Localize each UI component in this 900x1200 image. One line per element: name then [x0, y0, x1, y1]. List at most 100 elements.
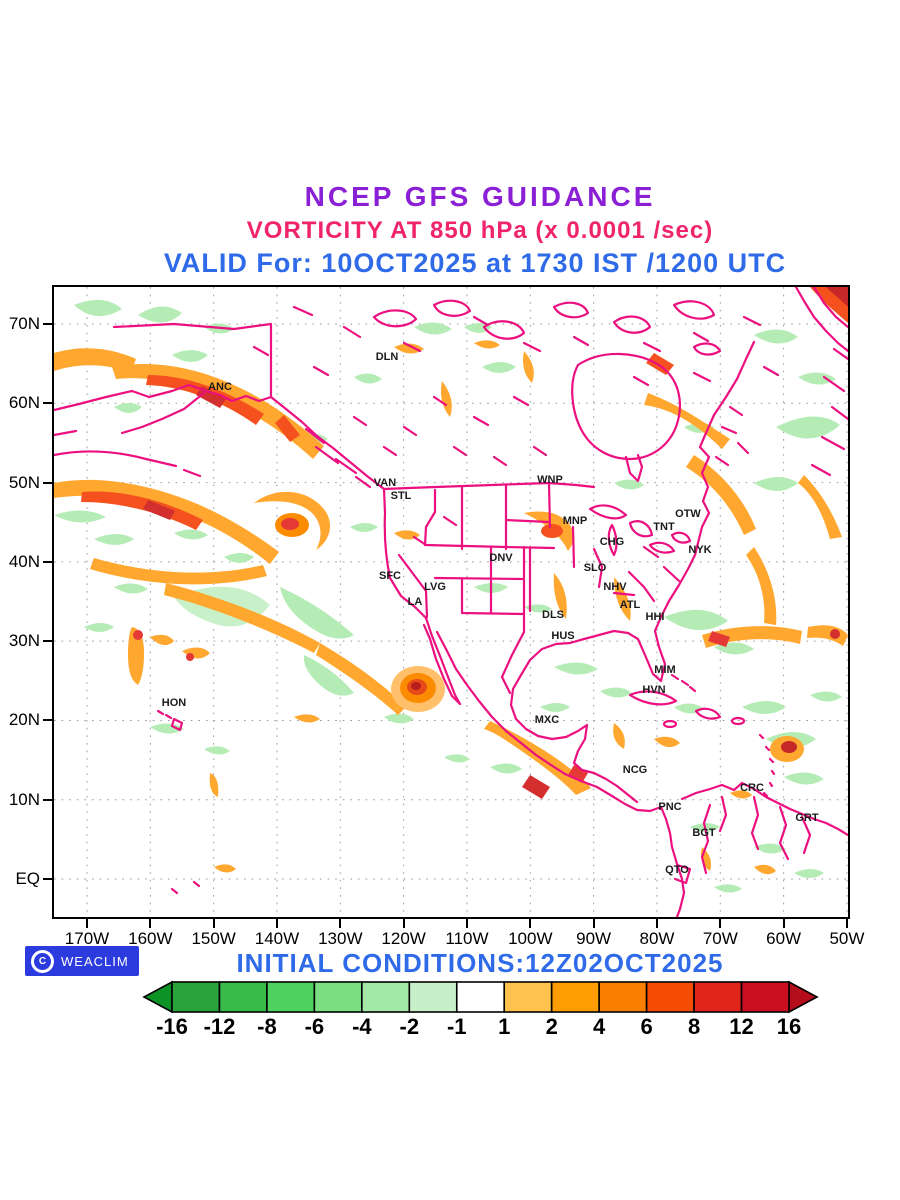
lat-label: 70N — [8, 314, 40, 333]
valid-time-line: VALID For: 10OCT2025 at 1730 IST /1200 U… — [163, 248, 787, 278]
station-label-bgt: BGT — [692, 827, 716, 839]
station-label-grt: GRT — [795, 812, 819, 824]
lat-tick — [43, 402, 52, 405]
vorticity-colorbar: -16 -12 -8 -6 -4 -2 -1 1 2 4 6 8 12 16 — [142, 980, 819, 1039]
colorbar-tick-label: 16 — [777, 1014, 801, 1039]
station-label-hhi: HHI — [646, 611, 665, 623]
colorbar-tick-label: -12 — [204, 1014, 236, 1039]
station-label-atl: ATL — [620, 599, 641, 611]
lon-label: 90W — [576, 929, 612, 948]
colorbar-tick-label: 6 — [640, 1014, 652, 1039]
lon-label: 100W — [508, 929, 553, 948]
initial-conditions-line: INITIAL CONDITIONS:12Z02OCT2025 — [236, 948, 724, 978]
lat-label: EQ — [15, 869, 40, 889]
station-label-slo: SLO — [584, 562, 607, 574]
lon-tick — [782, 919, 785, 928]
lat-tick — [43, 798, 52, 801]
lat-label: 50N — [8, 472, 40, 492]
colorbar-arrow — [142, 980, 173, 1014]
station-label-sfc: SFC — [379, 570, 401, 582]
lon-tick — [402, 919, 405, 928]
station-label-mxc: MXC — [535, 714, 560, 726]
lon-tick — [529, 919, 532, 928]
lon-tick — [275, 919, 278, 928]
lon-tick — [86, 919, 88, 928]
colorbar-tick-label: 1 — [498, 1014, 510, 1039]
lat-label: 60N — [8, 393, 40, 413]
lon-label: 70W — [702, 929, 738, 948]
lon-tick — [655, 919, 658, 928]
lon-tick — [719, 919, 722, 928]
colorbar-segment — [645, 981, 695, 1013]
lat-tick — [43, 640, 52, 643]
station-label-nyk: NYK — [688, 544, 711, 556]
lon-tick — [845, 919, 848, 928]
colorbar-tick-label: -8 — [257, 1014, 277, 1039]
lat-tick — [43, 878, 52, 881]
lon-label: 120W — [381, 929, 426, 948]
colorbar-tick-label: 8 — [688, 1014, 700, 1039]
station-label-stl: STL — [391, 490, 412, 502]
colorbar-segment — [455, 981, 506, 1013]
lat-tick — [43, 481, 52, 484]
copyright-icon: C — [31, 949, 54, 973]
logo-text: WEACLIM — [61, 953, 129, 969]
coastlines-and-borders — [54, 287, 848, 917]
colorbar-arrow — [788, 980, 819, 1014]
colorbar-segment — [266, 981, 316, 1013]
station-label-otw: OTW — [675, 508, 701, 520]
station-label-dln: DLN — [376, 351, 399, 363]
colorbar-segment — [313, 981, 363, 1013]
colorbar-tick-label: 2 — [546, 1014, 558, 1039]
lon-label: 60W — [766, 929, 802, 948]
lat-label: 10N — [8, 789, 40, 809]
lon-label: 170W — [64, 929, 110, 948]
station-label-wnp: WNP — [537, 474, 563, 486]
chart-title: NCEP GFS GUIDANCE — [304, 181, 656, 212]
lat-tick — [43, 560, 52, 563]
weaclim-logo: C WEACLIM — [25, 946, 139, 976]
lat-label: 30N — [8, 631, 40, 651]
chart-subtitle: VORTICITY AT 850 hPa (x 0.0001 /sec) — [246, 217, 714, 244]
colorbar-segment — [598, 981, 648, 1013]
colorbar-segment — [503, 981, 553, 1013]
colorbar-tick-label: -16 — [156, 1014, 188, 1039]
station-label-nhv: NHV — [603, 581, 627, 593]
lat-tick — [43, 323, 52, 325]
station-label-chg: CHG — [600, 536, 624, 548]
colorbar-segment — [361, 981, 411, 1013]
lon-label: 140W — [254, 929, 300, 948]
lon-tick — [465, 919, 468, 928]
lon-label: 80W — [639, 929, 675, 948]
colorbar-tick-label: 4 — [593, 1014, 606, 1039]
station-label-pnc: PNC — [658, 801, 681, 813]
colorbar-tick-label: -2 — [400, 1014, 420, 1039]
colorbar-tick-label: -6 — [305, 1014, 325, 1039]
station-label-la: LA — [408, 596, 423, 608]
colorbar-segment — [550, 981, 600, 1013]
station-label-mim: MIM — [654, 664, 675, 676]
colorbar-tick-label: -1 — [447, 1014, 467, 1039]
station-label-qto: QTO — [665, 864, 689, 876]
lon-label: 160W — [128, 929, 173, 948]
colorbar-segment — [171, 981, 221, 1013]
colorbar-tick-label: -4 — [352, 1014, 372, 1039]
lon-tick — [592, 919, 595, 928]
lat-tick — [43, 719, 52, 722]
station-label-dls: DLS — [542, 609, 564, 621]
station-label-crc: CRC — [740, 782, 764, 794]
colorbar-segment — [218, 981, 268, 1013]
lat-label: 20N — [8, 710, 40, 730]
station-label-hon: HON — [162, 697, 187, 709]
lon-label: 130W — [318, 929, 363, 948]
lon-tick — [149, 919, 152, 928]
station-label-hvn: HVN — [642, 684, 665, 696]
station-label-anc: ANC — [208, 381, 232, 393]
station-label-ncg: NCG — [623, 764, 647, 776]
lon-label: 50W — [829, 929, 865, 948]
lon-label: 110W — [445, 929, 489, 948]
station-label-van: VAN — [374, 477, 396, 489]
